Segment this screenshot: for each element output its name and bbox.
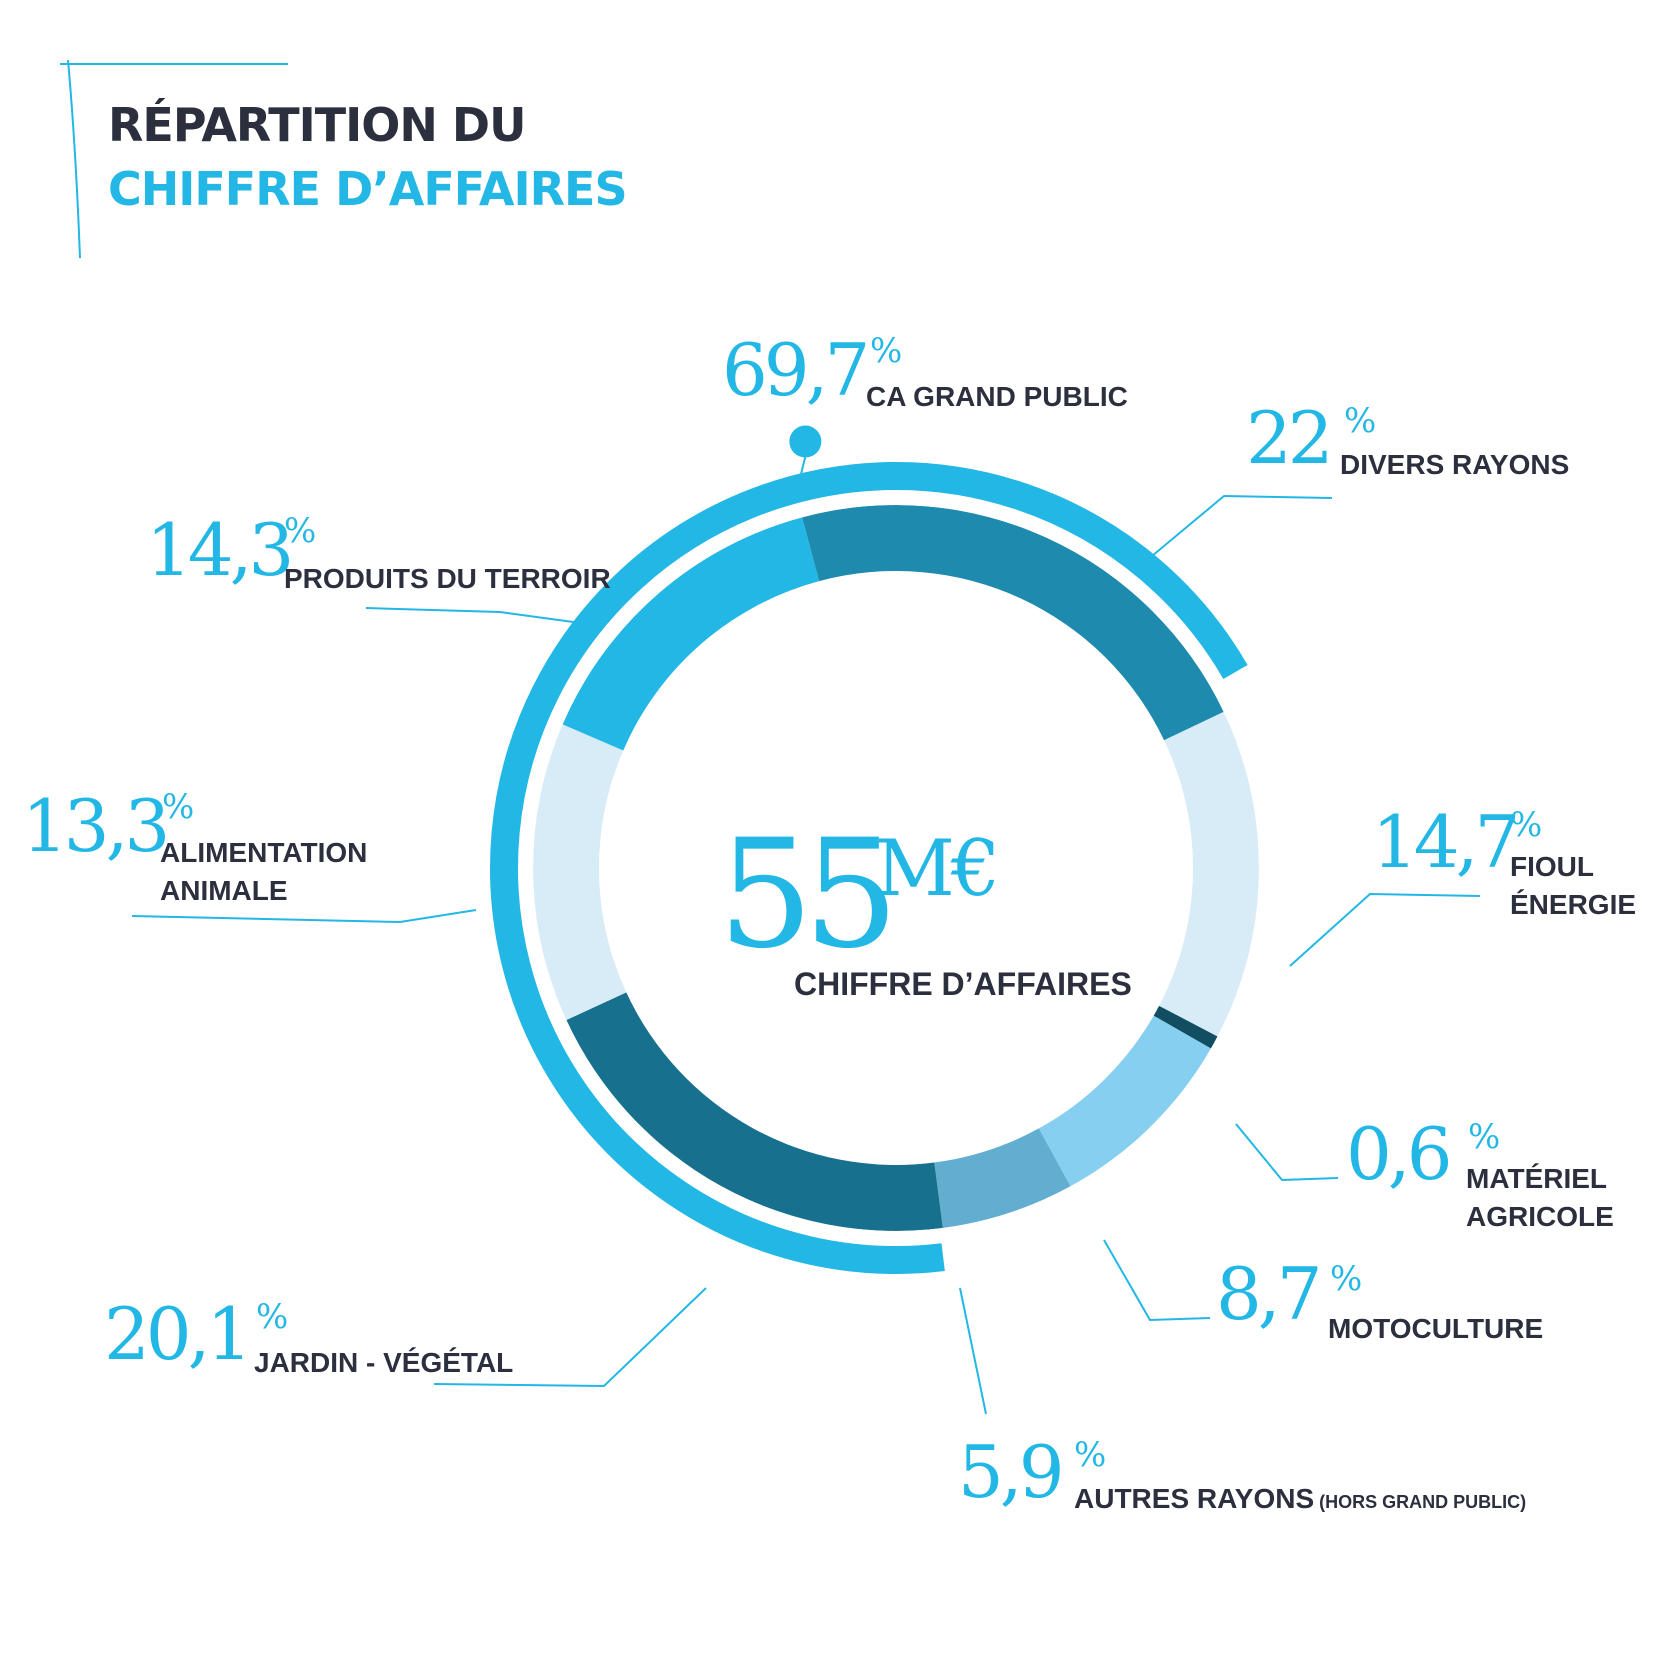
callout-label-materiel-agricole: MATÉRIEL AGRICOLE <box>1466 1160 1614 1236</box>
callout-label-text: CA GRAND PUBLIC <box>866 381 1128 412</box>
callout-label-line: AGRICOLE <box>1466 1198 1614 1236</box>
leader-line-materiel-agricole <box>1235 1123 1339 1182</box>
leader-line-autres-rayons <box>959 1287 987 1415</box>
callout-label-text: ANIMALE <box>160 875 288 906</box>
slice-produits-du-terroir <box>562 517 820 751</box>
leader-line-fioul-energie <box>1289 892 1481 967</box>
callout-label-text: PRODUITS DU TERROIR <box>284 563 611 594</box>
slice-autres-rayons <box>934 1128 1071 1228</box>
callout-label-line: AUTRES RAYONS (HORS GRAND PUBLIC) <box>1074 1480 1526 1521</box>
callout-label-text: AGRICOLE <box>1466 1201 1614 1232</box>
callout-value-jardin-vegetal: 20,1 <box>104 1292 252 1376</box>
callout-value-alimentation-animale: 13,3 <box>22 784 170 868</box>
title-line-2: CHIFFRE D’AFFAIRES <box>108 162 628 216</box>
callout-label-divers-rayons: DIVERS RAYONS <box>1340 446 1569 484</box>
callout-label-line: MOTOCULTURE <box>1328 1310 1543 1348</box>
callout-label-text: ÉNERGIE <box>1510 889 1637 920</box>
leader-line-produits-du-terroir <box>365 607 589 625</box>
callout-label-text: JARDIN - VÉGÉTAL <box>254 1347 514 1378</box>
callout-value-fioul-energie: 14,7 <box>1372 800 1520 884</box>
title-line-1: RÉPARTITION DU <box>108 98 526 152</box>
callout-percent-fioul-energie: % <box>1510 805 1543 845</box>
callout-label-line: JARDIN - VÉGÉTAL <box>254 1344 513 1382</box>
center-total-unit: M€ <box>875 824 1000 914</box>
slice-jardin-vegetal <box>566 992 943 1231</box>
leader-line-alimentation-animale <box>131 909 477 924</box>
callout-value-autres-rayons: 5,9 <box>958 1430 1064 1514</box>
callout-label-line: CA GRAND PUBLIC <box>866 378 1128 416</box>
callout-label-line: ÉNERGIE <box>1510 886 1636 924</box>
callout-label-produits-du-terroir: PRODUITS DU TERROIR <box>284 560 611 598</box>
leader-line-motoculture <box>1103 1239 1211 1322</box>
grand-public-marker-dot <box>789 425 822 458</box>
slice-motoculture <box>1038 1015 1211 1187</box>
callout-value-produits-du-terroir: 14,3 <box>146 508 294 592</box>
callout-label-line: DIVERS RAYONS <box>1340 446 1569 484</box>
callout-label-line: MATÉRIEL <box>1466 1160 1614 1198</box>
callout-label-suffix: (HORS GRAND PUBLIC) <box>1314 1492 1527 1512</box>
callout-label-motoculture: MOTOCULTURE <box>1328 1310 1543 1348</box>
leader-line-ca-grand-public <box>799 429 813 479</box>
callout-label-fioul-energie: FIOUL ÉNERGIE <box>1510 848 1636 924</box>
callout-label-text: ALIMENTATION <box>160 837 368 868</box>
callout-label-line: FIOUL <box>1510 848 1636 886</box>
callout-percent-materiel-agricole: % <box>1468 1117 1501 1157</box>
slice-fioul-energie <box>1159 711 1259 1037</box>
callout-label-ca-grand-public: CA GRAND PUBLIC <box>866 378 1128 416</box>
callout-label-text: MOTOCULTURE <box>1328 1313 1544 1344</box>
callout-percent-divers-rayons: % <box>1344 401 1377 441</box>
callout-label-line: PRODUITS DU TERROIR <box>284 560 611 598</box>
outer-arc-ca-grand-public <box>490 462 1248 1274</box>
leader-line-jardin-vegetal <box>433 1287 707 1388</box>
slice-materiel-agricole <box>1153 1005 1218 1049</box>
slice-divers-rayons <box>802 504 1224 741</box>
callout-percent-alimentation-animale: % <box>162 787 195 827</box>
ring-separator <box>529 501 1263 1235</box>
callout-value-ca-grand-public: 69,7 <box>722 328 870 412</box>
leader-line-divers-rayons <box>1139 494 1333 567</box>
callout-label-alimentation-animale: ALIMENTATION ANIMALE <box>160 834 367 910</box>
callout-label-text: FIOUL <box>1510 851 1594 882</box>
callout-percent-produits-du-terroir: % <box>284 511 317 551</box>
callout-label-text: MATÉRIEL <box>1466 1163 1608 1194</box>
center-total-label: CHIFFRE D’AFFAIRES <box>794 966 1132 1002</box>
callout-label-jardin-vegetal: JARDIN - VÉGÉTAL <box>254 1344 513 1382</box>
slice-alimentation-animale <box>532 724 627 1021</box>
callout-percent-motoculture: % <box>1330 1259 1363 1299</box>
callout-label-autres-rayons: AUTRES RAYONS (HORS GRAND PUBLIC) <box>1074 1480 1526 1521</box>
callout-percent-ca-grand-public: % <box>870 331 903 371</box>
center-total-value: 55 <box>718 808 899 982</box>
callout-value-materiel-agricole: 0,6 <box>1346 1112 1452 1196</box>
callout-percent-autres-rayons: % <box>1074 1435 1107 1475</box>
callout-value-divers-rayons: 22 <box>1246 396 1334 480</box>
callout-label-line: ALIMENTATION <box>160 834 367 872</box>
callout-label-text: DIVERS RAYONS <box>1340 449 1570 480</box>
callout-label-line: ANIMALE <box>160 872 367 910</box>
callout-value-motoculture: 8,7 <box>1216 1252 1322 1336</box>
title-bracket <box>60 59 288 259</box>
callout-percent-jardin-vegetal: % <box>256 1297 289 1337</box>
callout-label-text: AUTRES RAYONS <box>1074 1483 1315 1514</box>
